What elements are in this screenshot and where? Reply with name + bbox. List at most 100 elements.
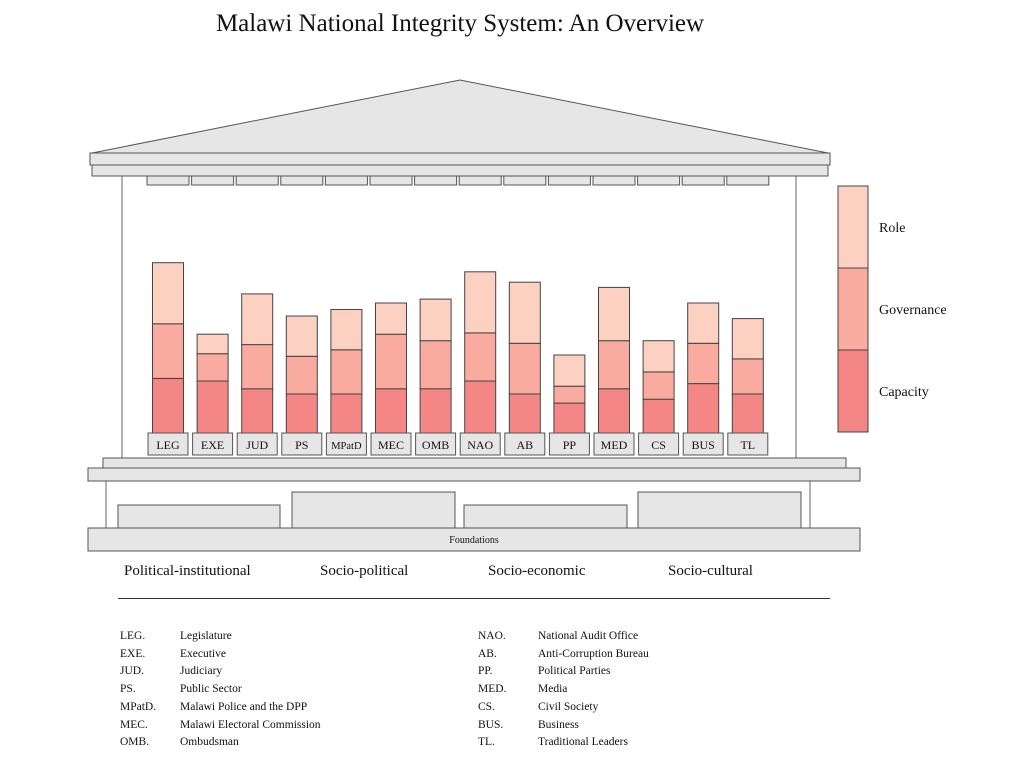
pillar-omb: OMB — [414, 175, 458, 456]
pillar-nao: NAO — [458, 175, 502, 456]
pillar-label-omb: OMB — [422, 438, 449, 452]
pillar-exe-governance — [196, 353, 229, 382]
pillar-nao-governance — [464, 332, 497, 382]
abbreviation-code: LEG. — [120, 630, 146, 642]
foundations-bar — [87, 527, 861, 552]
foundations-label: Foundations — [449, 535, 499, 546]
pillar-label-box-leg — [147, 432, 189, 456]
abbreviation-code: MED. — [478, 683, 507, 696]
pillar-capital-omb — [414, 175, 458, 186]
pillar-mpatd-governance — [330, 349, 363, 395]
pillar-capital-bus — [681, 175, 725, 186]
pillar-cs: CS — [637, 175, 681, 456]
pillar-exe: EXE — [191, 175, 235, 456]
temple-structure — [87, 79, 861, 552]
abbreviation-code: PP. — [478, 665, 493, 678]
pillar-ab-governance — [508, 342, 541, 395]
pillar-mec-governance — [375, 333, 407, 390]
pillar-label-box-mpatd — [325, 432, 367, 456]
pillar-nao-capacity — [464, 380, 497, 434]
pillar-pp-governance — [553, 385, 586, 404]
abbreviation-meaning: Legislature — [180, 630, 232, 642]
pillar-nao-role — [464, 271, 497, 334]
abbreviation-meaning: Media — [538, 683, 568, 696]
pillar-med-role — [598, 286, 630, 342]
pillar-label-box-tl — [727, 432, 769, 456]
abbreviation-code: PS. — [120, 683, 136, 696]
key-swatch-role — [837, 185, 869, 269]
pillar-capital-tl — [726, 175, 770, 186]
pillar-capital-ps — [280, 175, 324, 186]
pillar-label-box-ps — [281, 432, 323, 456]
pillar-omb-role — [419, 298, 452, 342]
pillar-label-box-bus — [682, 432, 724, 456]
pillar-label-box-exe — [192, 432, 234, 456]
pillar-jud-capacity — [241, 388, 274, 434]
abbreviation-meaning: Traditional Leaders — [538, 736, 628, 749]
abbreviation-code: MPatD. — [120, 700, 157, 713]
diagram-title: Malawi National Integrity System: An Ove… — [215, 10, 705, 37]
category-socio-political: Socio-political — [320, 563, 409, 579]
upper-step — [102, 457, 847, 469]
pillar-capital-leg — [146, 175, 190, 186]
pillar-mec-capacity — [375, 388, 407, 434]
abbreviation-meaning: Public Sector — [180, 683, 242, 696]
pillar-label-box-cs — [638, 432, 680, 456]
abbreviation-meaning: Executive — [180, 647, 226, 660]
pillar-exe-capacity — [196, 380, 229, 434]
key-label-role: Role — [879, 221, 905, 236]
pillar-label-box-nao — [459, 432, 501, 456]
pillar-tl-governance — [731, 358, 764, 395]
roof-beam — [89, 152, 831, 166]
pillar-cs-role — [642, 340, 675, 373]
pillar-ab-capacity — [508, 393, 541, 434]
pillar-leg: LEG — [146, 175, 190, 456]
abbreviation-code: TL. — [478, 736, 495, 749]
pillar-capital-mec — [369, 175, 413, 186]
pillar-pp: PP — [547, 175, 591, 456]
abbreviation-code: AB. — [478, 647, 497, 660]
pillar-pp-role — [553, 354, 586, 387]
pillar-omb-capacity — [419, 388, 452, 434]
pillar-label-ab: AB — [516, 438, 533, 452]
abbreviation-meaning: Malawi Police and the DPP — [180, 700, 308, 713]
pillar-med-governance — [598, 340, 630, 390]
pillar-bus-role — [687, 302, 720, 344]
pillar-omb-governance — [419, 340, 452, 390]
abbreviation-meaning: Business — [538, 718, 579, 731]
pillar-label-box-ab — [504, 432, 546, 456]
pillar-ab-role — [508, 281, 541, 344]
pillar-ps-capacity — [285, 393, 318, 434]
foundation-block-socio-cultural — [637, 491, 802, 529]
pillar-mec: MEC — [369, 175, 413, 456]
pillar-capital-jud — [235, 175, 279, 186]
pillar-label-mec: MEC — [378, 438, 404, 452]
abbreviation-code: EXE. — [120, 647, 146, 660]
abbreviation-meaning: National Audit Office — [538, 630, 639, 642]
abbreviation-meaning: Malawi Electoral Commission — [180, 718, 321, 731]
abbreviation-meaning: Ombudsman — [180, 736, 239, 749]
pillar-jud: JUD — [235, 175, 279, 456]
key-legend: Role Governance Capacity — [837, 185, 947, 433]
abbreviation-meaning: Civil Society — [538, 700, 599, 713]
pillar-label-mpatd: MPatD — [331, 441, 362, 452]
pillar-med-capacity — [598, 388, 630, 434]
pillar-label-box-jud — [236, 432, 278, 456]
pillar-mec-role — [375, 302, 407, 335]
pillar-label-box-omb — [415, 432, 457, 456]
pillar-bus-capacity — [687, 383, 720, 434]
pillar-label-bus: BUS — [692, 438, 715, 452]
pillar-capital-pp — [547, 175, 591, 186]
pillar-label-box-mec — [370, 432, 412, 456]
pillar-label-exe: EXE — [201, 438, 224, 452]
pillar-ps-role — [285, 315, 318, 357]
abbreviation-meaning: Anti-Corruption Bureau — [538, 647, 649, 660]
pillar-capital-cs — [637, 175, 681, 186]
abbreviation-code: CS. — [478, 700, 495, 713]
foundation-block-political-institutional — [117, 504, 281, 529]
pillar-leg-capacity — [152, 377, 184, 434]
lower-step — [87, 467, 861, 482]
pillar-exe-role — [196, 333, 229, 355]
pillar-ps: PS — [280, 175, 324, 456]
pillar-pp-capacity — [553, 402, 586, 434]
